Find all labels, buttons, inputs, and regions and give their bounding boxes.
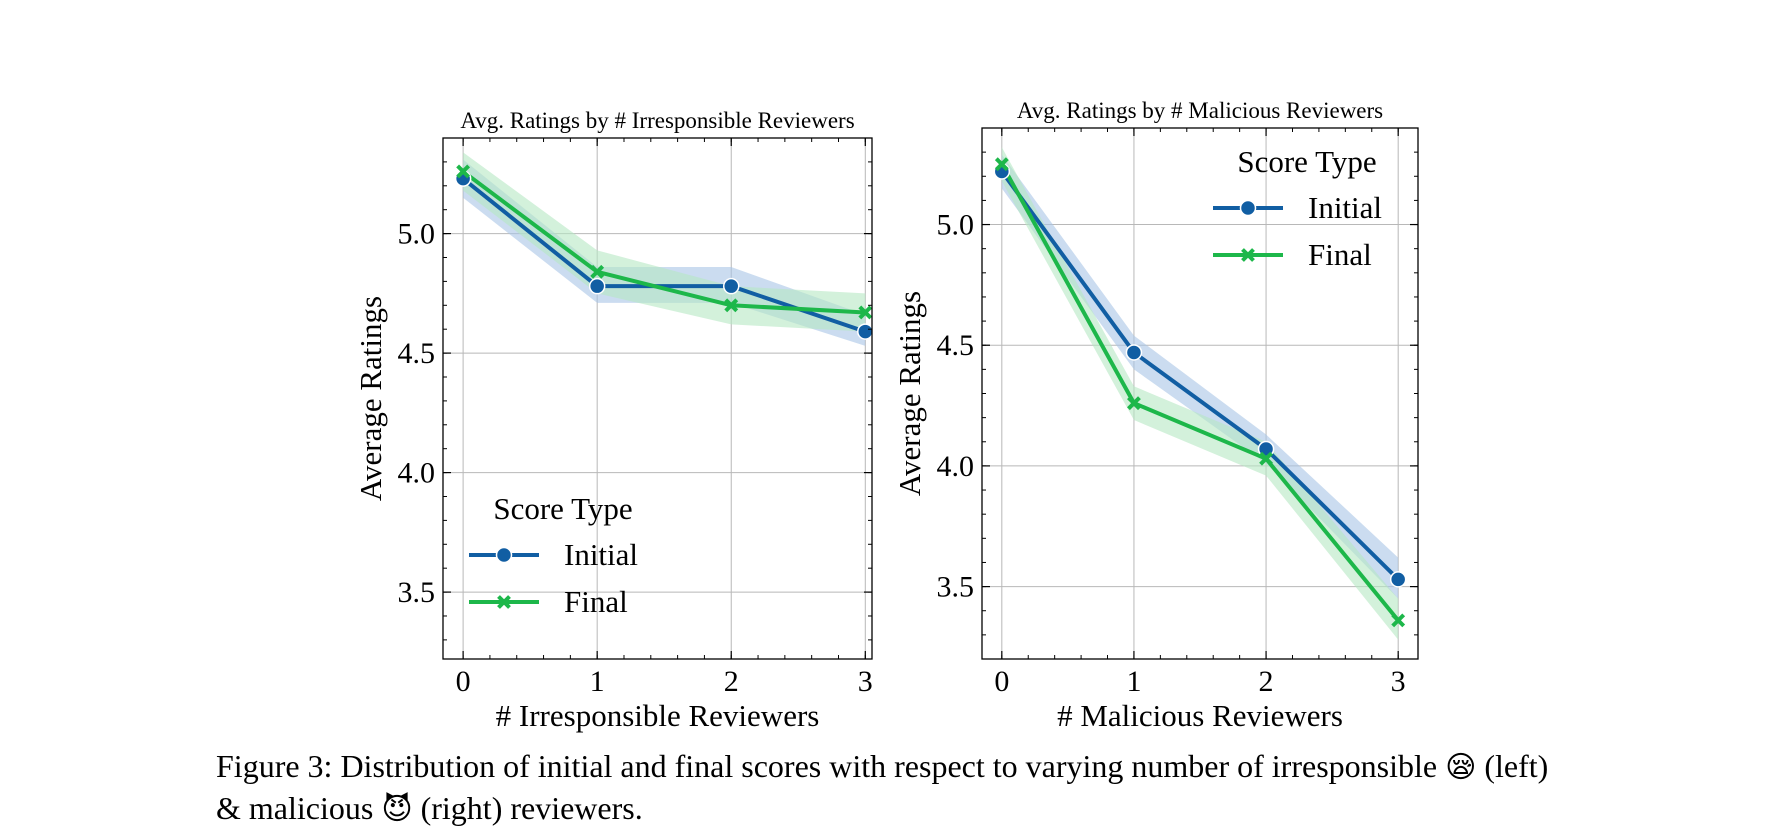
caption-text-1: Figure 3: Distribution of initial and fi… (216, 748, 1438, 784)
y-tick-label: 4.0 (398, 457, 436, 490)
data-point-initial (1389, 571, 1407, 588)
x-tick-label: 0 (456, 665, 471, 698)
sleepy-face-icon: 😪 (1445, 750, 1477, 785)
data-point-initial (1125, 344, 1143, 361)
x-tick-label: 0 (994, 665, 1009, 698)
figure-caption: Figure 3: Distribution of initial and fi… (216, 746, 1576, 830)
legend-title: Score Type (1237, 144, 1376, 179)
devil-face-icon: 😈 (381, 792, 413, 827)
caption-text-4: (right) reviewers. (420, 790, 643, 826)
data-point-initial (588, 277, 606, 295)
series-line-initial (1000, 170, 1400, 581)
legend: Score Type Initial Final (1213, 144, 1382, 272)
x-tick-label: 1 (590, 665, 605, 698)
x-tick-label: 2 (1259, 665, 1274, 698)
data-point-final (858, 305, 873, 320)
x-tick-label: 3 (858, 665, 873, 698)
legend-marker-initial (495, 546, 513, 564)
chart-panel-1: 0 1 2 3 3.5 4.0 4.5 5.0 Avg. Ratings by # Irresp… (353, 108, 874, 733)
figure-charts: 0 1 2 3 3.5 4.0 4.5 5.0 Avg. Ratings by # Irresp… (353, 98, 1419, 733)
legend-label-initial: Initial (564, 537, 638, 572)
chart-title: Avg. Ratings by # Irresponsible Reviewer… (460, 108, 854, 133)
series-line-final (461, 169, 866, 315)
y-tick-label: 4.5 (398, 337, 436, 370)
y-tick-label: 3.5 (937, 571, 975, 604)
data-point-final (994, 157, 1009, 172)
legend-label-initial: Initial (1308, 190, 1382, 225)
legend: Score Type Initial Final (469, 491, 638, 619)
legend-marker-final (497, 595, 511, 609)
y-tick-label: 4.0 (937, 450, 975, 483)
data-point-final (456, 164, 471, 179)
legend-label-final: Final (564, 584, 628, 619)
data-point-final (1259, 451, 1273, 466)
data-point-initial (857, 323, 874, 340)
chart-panel-2: 0 1 2 3 3.5 4.0 4.5 5.0 Avg. Ratings by # Malici… (892, 98, 1419, 733)
legend-label-final: Final (1308, 237, 1372, 272)
y-tick-label: 4.5 (937, 329, 975, 362)
legend-marker-final (1241, 248, 1255, 262)
y-tick-label: 3.5 (398, 576, 436, 609)
series-line-final (1000, 163, 1400, 622)
x-axis-label: # Malicious Reviewers (1057, 698, 1343, 733)
y-tick-label: 5.0 (398, 218, 436, 251)
x-tick-label: 3 (1391, 665, 1406, 698)
x-tick-label: 1 (1126, 665, 1141, 698)
chart-title: Avg. Ratings by # Malicious Reviewers (1017, 98, 1383, 123)
legend-marker-initial (1239, 199, 1257, 217)
plot-frame (442, 137, 873, 660)
x-tick-label: 2 (724, 665, 739, 698)
data-point-final (590, 264, 605, 279)
data-point-initial (722, 277, 740, 295)
data-point-final (1127, 396, 1141, 411)
data-point-final (1391, 613, 1406, 628)
data-point-final (724, 298, 739, 313)
legend-title: Score Type (493, 491, 632, 526)
y-axis-label: Average Ratings (353, 296, 388, 501)
caption-text-3: & malicious (216, 790, 374, 826)
y-axis-label: Average Ratings (892, 291, 927, 496)
caption-text-2: (left) (1484, 748, 1549, 784)
x-axis-label: # Irresponsible Reviewers (496, 698, 820, 733)
y-tick-label: 5.0 (937, 209, 975, 242)
